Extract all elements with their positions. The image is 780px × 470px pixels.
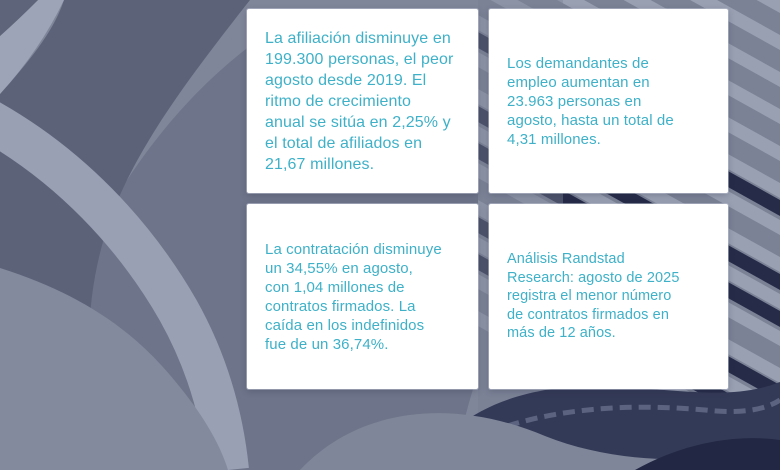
stat-card-demandantes-text: Los demandantes de empleo aumentan en 23… xyxy=(507,54,674,148)
stat-card-afiliacion: La afiliación disminuye en 199.300 perso… xyxy=(247,9,478,193)
bg-light-band-mid xyxy=(0,102,249,470)
bg-corner-dome xyxy=(635,438,780,470)
bg-light-band-top xyxy=(0,0,64,94)
bg-corner-triangle xyxy=(0,0,38,36)
bg-light-arc xyxy=(300,413,780,470)
bg-light-field xyxy=(0,268,228,470)
stat-card-demandantes: Los demandantes de empleo aumentan en 23… xyxy=(489,9,728,193)
stat-card-contratacion-text: La contratación disminuye un 34,55% en a… xyxy=(265,240,442,353)
stat-card-analisis: Análisis Randstad Research: agosto de 20… xyxy=(489,204,728,389)
stat-card-afiliacion-text: La afiliación disminuye en 199.300 perso… xyxy=(265,29,454,173)
stat-card-analisis-text: Análisis Randstad Research: agosto de 20… xyxy=(507,251,680,342)
stat-card-contratacion: La contratación disminuye un 34,55% en a… xyxy=(247,204,478,389)
